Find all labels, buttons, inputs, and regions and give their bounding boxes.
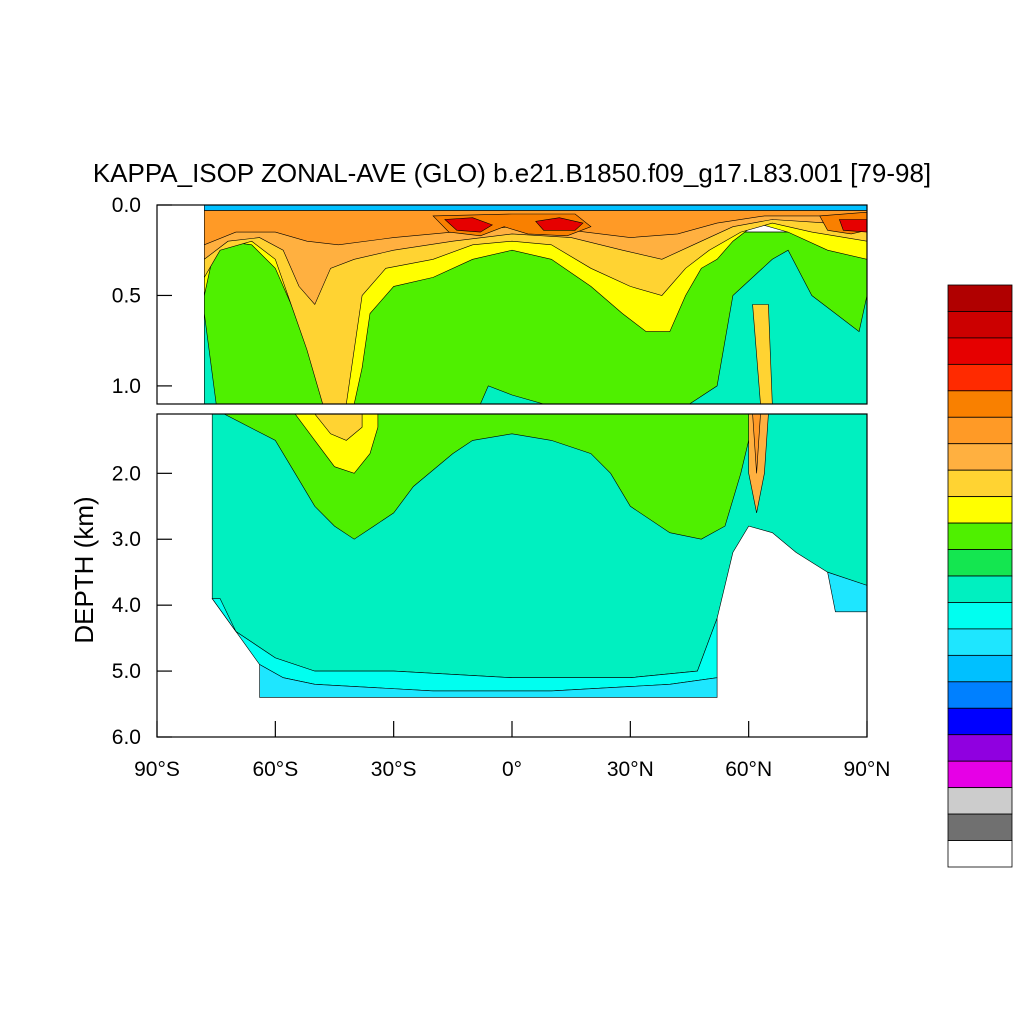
- y-tick-label: 0.5: [112, 284, 141, 307]
- x-tick-label: 30°N: [607, 758, 654, 781]
- upper-panel: [156, 204, 868, 405]
- colorbar-swatch: [947, 602, 1013, 630]
- upper-panel-frame: [156, 204, 868, 405]
- y-tick-label: 1.0: [112, 375, 141, 398]
- y-tick-label: 4.0: [112, 594, 141, 617]
- contour-region-upper: [204, 213, 867, 404]
- x-tick-label: 30°S: [371, 758, 417, 781]
- y-tick-label: 3.0: [112, 528, 141, 551]
- contour-region-lower: [752, 414, 761, 474]
- colorbar-swatch: [947, 311, 1013, 339]
- colorbar-swatch: [947, 760, 1013, 789]
- colorbar-swatch: [947, 363, 1013, 392]
- colorbar-swatch: [947, 522, 1013, 550]
- axis-ticks: 90°S 60°S 30°S 0° 30°N 60°N 90°N 0.0 0.5 1.0 2.0 3.…: [112, 194, 891, 781]
- contour-region-lower: [827, 571, 867, 613]
- contour-region-upper: [444, 217, 493, 233]
- contour-region-lower: [314, 414, 363, 441]
- colorbar-swatch: [947, 443, 1013, 471]
- colorbar-swatch: [947, 734, 1013, 762]
- colorbar-swatch: [947, 549, 1013, 577]
- colorbar-swatch: [947, 284, 1013, 312]
- colorbar-swatch: [947, 575, 1013, 603]
- y-tick-label: 6.0: [112, 726, 141, 749]
- colorbar-swatch: [947, 628, 1013, 656]
- chart-title: KAPPA_ISOP ZONAL-AVE (GLO) b.e21.B1850.f…: [92, 158, 932, 188]
- x-tick-label: 60°S: [252, 758, 298, 781]
- contour-region-upper: [838, 219, 867, 233]
- y-tick-label: 0.0: [112, 194, 141, 217]
- y-tick-label: 2.0: [112, 462, 141, 485]
- x-tick-label: 60°N: [725, 758, 772, 781]
- contour-region-upper: [204, 205, 867, 211]
- colorbar-swatch: [947, 469, 1013, 498]
- colorbar-swatch: [947, 840, 1013, 868]
- colorbar-swatch: [947, 390, 1013, 418]
- colorbar-swatch: [947, 654, 1013, 683]
- colorbar-swatch: [947, 813, 1013, 841]
- contour-region-lower: [748, 414, 769, 513]
- colorbar-swatch: [947, 337, 1013, 365]
- colorbar-swatch: [947, 787, 1013, 815]
- colorbar-swatch: [947, 496, 1013, 524]
- x-tick-label: 90°S: [134, 758, 180, 781]
- x-tick-label: 90°N: [844, 758, 891, 781]
- colorbar-swatch: [947, 707, 1013, 736]
- y-tick-label: 5.0: [112, 660, 141, 683]
- colorbar: [947, 284, 1013, 868]
- y-axis-label: DEPTH (km): [69, 496, 99, 643]
- x-tick-label: 0°: [502, 758, 522, 781]
- contour-region-upper: [535, 217, 584, 231]
- contour-region-lower: [259, 663, 718, 698]
- colorbar-swatch: [947, 416, 1013, 445]
- lower-panel: [156, 413, 868, 738]
- contour-region-upper: [752, 304, 773, 404]
- colorbar-swatch: [947, 681, 1013, 709]
